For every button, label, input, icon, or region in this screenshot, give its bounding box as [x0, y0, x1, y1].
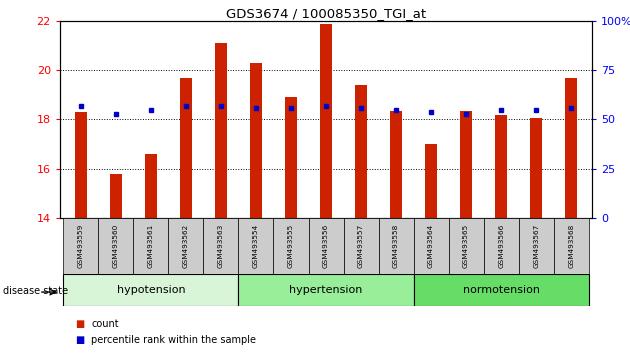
Text: GSM493561: GSM493561 [148, 224, 154, 268]
Text: GSM493568: GSM493568 [568, 224, 574, 268]
Bar [98, 218, 134, 274]
Bar [273, 218, 309, 274]
Bar [239, 218, 273, 274]
Text: GSM493554: GSM493554 [253, 224, 259, 268]
Bar [565, 78, 577, 218]
Text: GSM493563: GSM493563 [218, 224, 224, 268]
Text: normotension: normotension [462, 285, 540, 295]
Bar [250, 63, 262, 218]
Text: GSM493562: GSM493562 [183, 224, 189, 268]
Text: count: count [91, 319, 119, 329]
Text: GSM493566: GSM493566 [498, 224, 504, 268]
Text: GSM493559: GSM493559 [78, 224, 84, 268]
Bar [343, 218, 379, 274]
Bar [309, 218, 343, 274]
Bar [413, 218, 449, 274]
Bar [413, 274, 588, 306]
Bar [239, 274, 413, 306]
Bar [110, 173, 122, 218]
Text: GSM493567: GSM493567 [533, 224, 539, 268]
Text: GSM493555: GSM493555 [288, 224, 294, 268]
Title: GDS3674 / 100085350_TGI_at: GDS3674 / 100085350_TGI_at [226, 7, 426, 20]
Bar [145, 154, 157, 218]
Text: GSM493560: GSM493560 [113, 224, 119, 268]
Bar [64, 274, 239, 306]
Bar [390, 111, 402, 218]
Text: GSM493558: GSM493558 [393, 224, 399, 268]
Text: ■: ■ [76, 335, 85, 345]
Bar [215, 43, 227, 218]
Bar [379, 218, 413, 274]
Text: hypotension: hypotension [117, 285, 185, 295]
Bar [320, 24, 332, 218]
Bar [460, 111, 472, 218]
Bar [495, 115, 507, 218]
Bar [285, 97, 297, 218]
Bar [449, 218, 484, 274]
Bar [168, 218, 203, 274]
Bar [180, 78, 192, 218]
Text: percentile rank within the sample: percentile rank within the sample [91, 335, 256, 345]
Text: ■: ■ [76, 319, 85, 329]
Text: GSM493556: GSM493556 [323, 224, 329, 268]
Text: disease state: disease state [3, 286, 68, 296]
Text: GSM493565: GSM493565 [463, 224, 469, 268]
Bar [203, 218, 239, 274]
Bar [484, 218, 518, 274]
Bar [518, 218, 554, 274]
Text: hypertension: hypertension [289, 285, 363, 295]
Text: GSM493564: GSM493564 [428, 224, 434, 268]
Bar [355, 85, 367, 218]
Bar [64, 218, 98, 274]
Text: GSM493557: GSM493557 [358, 224, 364, 268]
Bar [134, 218, 168, 274]
Bar [554, 218, 588, 274]
Bar [425, 144, 437, 218]
Bar [530, 118, 542, 218]
Bar [75, 112, 87, 218]
